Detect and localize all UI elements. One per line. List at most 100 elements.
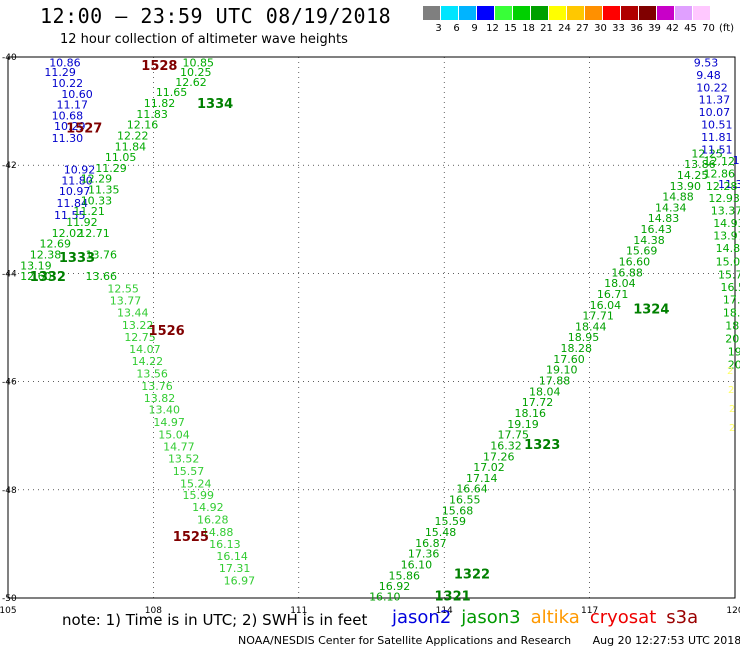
wave-height-value: 14.83 — [648, 212, 680, 225]
lat-tick-label: -48 — [2, 486, 17, 496]
wave-height-value: 17.31 — [219, 562, 251, 575]
wave-height-value: 11.30 — [52, 132, 83, 145]
pass-time-label: 1527 — [66, 121, 102, 136]
wave-height-value: 12.55 — [107, 283, 138, 296]
scale-label: 12 — [486, 23, 499, 34]
wave-height-value: 18.04 — [604, 277, 636, 290]
wave-height-value: 12.62 — [175, 76, 207, 89]
wave-height-value: 12.75 — [124, 331, 156, 344]
wave-height-value: 16.88 — [611, 266, 643, 279]
wave-height-value: 16.32 — [490, 439, 522, 452]
wave-height-value: 12.93 — [708, 192, 740, 205]
pass-time-label: 1334 — [197, 97, 233, 112]
wave-height-value: 17.36 — [408, 548, 440, 561]
wave-height-value: 14.92 — [192, 501, 224, 514]
wave-height-value: 14.25 — [677, 169, 709, 182]
wave-height-value: 17.9 — [723, 293, 740, 306]
pass-time-label: 1333 — [59, 251, 95, 266]
wave-height-value: 16.10 — [401, 558, 433, 571]
scale-swatch — [549, 6, 566, 20]
scale-label: 3 — [435, 23, 442, 34]
wave-height-value: 15.04 — [158, 429, 190, 442]
wave-height-value: 14.88 — [202, 526, 234, 539]
wave-height-value: 16.43 — [640, 223, 672, 236]
scale-swatch — [585, 6, 602, 20]
wave-height-value: 11.92 — [66, 216, 98, 229]
scale-label: 9 — [471, 23, 478, 34]
lon-tick-label: 105 — [0, 606, 17, 616]
wave-height-value: 11.81 — [701, 131, 733, 144]
wave-height-value: 14.97 — [153, 416, 185, 429]
lat-tick-label: -46 — [2, 378, 17, 388]
wave-height-value: 11.29 — [44, 66, 76, 79]
wave-height-value: 18.7 — [725, 319, 740, 332]
scale-label: 33 — [612, 23, 625, 34]
wave-height-value: 10 — [733, 154, 740, 167]
wave-height-value: 11.82 — [144, 97, 176, 110]
wave-height-value: 11.21 — [73, 205, 105, 218]
wave-height-value: 16.71 — [597, 288, 629, 301]
wave-height-tracks: 10.8611.2910.2210.6011.1710.6810.2911.30… — [20, 56, 740, 603]
wave-height-value: 15.24 — [180, 477, 212, 490]
lat-tick-label: -44 — [2, 269, 17, 279]
scale-label: 15 — [504, 23, 517, 34]
edge-mark: 2 — [729, 404, 735, 415]
pass-time-labels: 1528 1527 1526 1525 1334 1333 1332 1324 1323 1322… — [30, 59, 670, 604]
scale-label: 21 — [540, 23, 553, 34]
wave-height-value: 13.66 — [86, 270, 118, 283]
map-title: 12:00 – 23:59 UTC 08/19/2018 — [40, 4, 392, 28]
pass-time-label: 1526 — [149, 324, 185, 339]
wave-height-value: 17.60 — [553, 353, 585, 366]
wave-height-value: 11.65 — [156, 86, 188, 99]
scale-swatch — [459, 6, 476, 20]
wave-height-value: 16.87 — [415, 537, 447, 550]
wave-height-value: 13.90 — [670, 180, 702, 193]
note-text: note: 1) Time is in UTC; 2) SWH is in fe… — [62, 611, 368, 629]
wave-height-value: 12.29 — [81, 173, 113, 186]
wave-height-value: 11.80 — [61, 174, 93, 187]
wave-height-value: 12.22 — [117, 129, 149, 142]
wave-height-value: 13.97 — [713, 230, 740, 243]
lat-tick-label: -40 — [2, 53, 17, 63]
wave-height-value: 10.60 — [61, 88, 93, 101]
wave-height-value: 19.10 — [546, 364, 578, 377]
scale-label: (ft) — [718, 23, 735, 34]
wave-height-value: 15.86 — [388, 569, 420, 582]
edge-mark: 2 — [729, 423, 735, 434]
scale-label: 24 — [558, 23, 571, 34]
scale-swatch — [513, 6, 530, 20]
wave-height-value: 13.19 — [20, 259, 52, 272]
pass-time-label: 1322 — [454, 568, 490, 583]
wave-height-value: 11.83 — [136, 108, 168, 121]
scale-swatch — [675, 6, 692, 20]
wave-height-value: 11.84 — [56, 197, 88, 210]
satellite-legend-item: altika — [530, 607, 580, 628]
wave-height-value: 11.37 — [699, 94, 731, 107]
wave-height-value: 15.72 — [718, 268, 740, 281]
wave-height-value: 11.29 — [95, 162, 127, 175]
scale-label: 45 — [684, 23, 697, 34]
wave-height-value: 17.72 — [522, 396, 554, 409]
wave-height-value: 13.22 — [122, 319, 154, 332]
wave-height-value: 16.13 — [209, 538, 241, 551]
wave-height-value: 15.06 — [716, 255, 740, 268]
scale-swatch — [531, 6, 548, 20]
pass-time-label: 1323 — [524, 438, 560, 453]
wave-height-value: 14.81 — [716, 242, 740, 255]
satellite-legend-item: jason3 — [461, 607, 521, 628]
wave-height-value: 12.38 — [30, 248, 61, 261]
wave-height-value: 18.16 — [514, 407, 546, 420]
wave-height-value: 16.14 — [216, 550, 248, 563]
wave-height-value: 14.88 — [662, 191, 694, 204]
wave-height-value: 10.33 — [81, 194, 113, 207]
wave-height-value: 16.04 — [590, 299, 622, 312]
wave-height-value: 13.52 — [168, 452, 200, 465]
wave-height-value: 10.92 — [64, 164, 95, 177]
wave-height-value: 10.22 — [52, 77, 83, 90]
wave-height-value: 17.02 — [473, 461, 505, 474]
wave-height-value: 11.05 — [105, 151, 137, 164]
satellite-legend: jason2 jason3 altika cryosat s3a — [392, 607, 708, 628]
wave-height-value: 13.76 — [86, 248, 118, 261]
wave-height-value: 17.14 — [466, 472, 498, 485]
